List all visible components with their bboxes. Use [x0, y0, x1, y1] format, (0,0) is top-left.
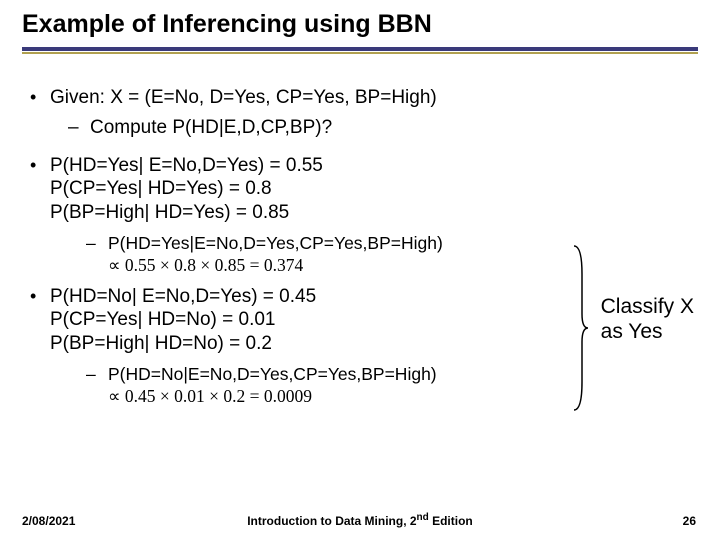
yes-sub: –P(HD=Yes|E=No,D=Yes,CP=Yes,BP=High) ∝ 0…	[30, 233, 720, 277]
footer-title: Introduction to Data Mining, 2nd Edition	[0, 512, 720, 528]
compute-text: Compute P(HD|E,D,CP,BP)?	[90, 116, 332, 140]
bullet-yes-block: •P(HD=Yes| E=No,D=Yes) = 0.55 P(CP=Yes| …	[30, 154, 720, 225]
no-line2: P(CP=Yes| HD=No) = 0.01	[50, 308, 276, 332]
no-line3: P(BP=High| HD=No) = 0.2	[50, 332, 272, 356]
yes-line2: P(CP=Yes| HD=Yes) = 0.8	[50, 177, 272, 201]
no-sub: –P(HD=No|E=No,D=Yes,CP=Yes,BP=High) ∝ 0.…	[30, 364, 720, 408]
slide-content: •Given: X = (E=No, D=Yes, CP=Yes, BP=Hig…	[0, 54, 720, 408]
bullet-compute: –Compute P(HD|E,D,CP,BP)?	[30, 116, 720, 140]
bullet-given: •Given: X = (E=No, D=Yes, CP=Yes, BP=Hig…	[30, 86, 720, 110]
classify-label: Classify X as Yes	[601, 294, 694, 344]
slide-title: Example of Inferencing using BBN	[0, 0, 720, 39]
title-underline	[22, 47, 698, 54]
yes-line3: P(BP=High| HD=Yes) = 0.85	[50, 201, 289, 225]
footer-page: 26	[683, 514, 696, 528]
classify-line1: Classify X	[601, 294, 694, 319]
given-text: Given: X = (E=No, D=Yes, CP=Yes, BP=High…	[50, 86, 437, 110]
no-sub1: P(HD=No|E=No,D=Yes,CP=Yes,BP=High)	[108, 364, 720, 386]
yes-sub2: ∝ 0.55 × 0.8 × 0.85 = 0.374	[108, 255, 720, 277]
yes-sub1: P(HD=Yes|E=No,D=Yes,CP=Yes,BP=High)	[108, 233, 720, 255]
no-sub2: ∝ 0.45 × 0.01 × 0.2 = 0.0009	[108, 386, 720, 408]
no-line1: P(HD=No| E=No,D=Yes) = 0.45	[50, 285, 316, 309]
yes-line1: P(HD=Yes| E=No,D=Yes) = 0.55	[50, 154, 323, 178]
brace-icon	[570, 244, 590, 412]
classify-line2: as Yes	[601, 319, 694, 344]
